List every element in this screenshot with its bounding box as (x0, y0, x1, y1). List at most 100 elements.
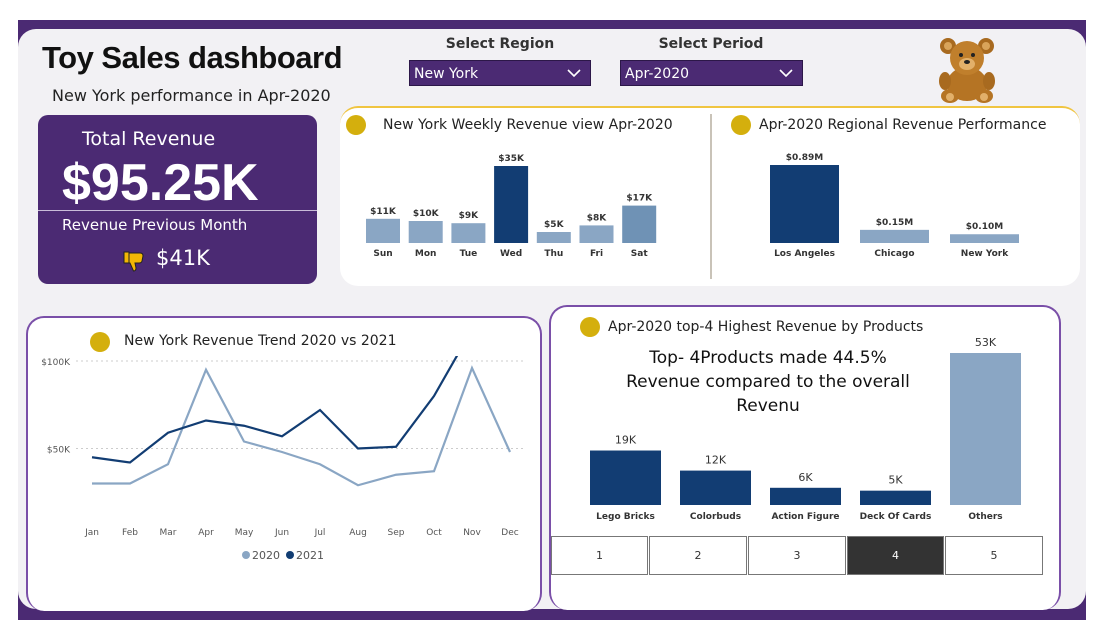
y-tick-label: $50K (47, 446, 71, 456)
kpi-card: Total Revenue $95.25K Revenue Previous M… (38, 115, 317, 284)
data-label: 5K (888, 474, 903, 487)
region-select-label: Select Region (445, 36, 555, 52)
x-tick-label: Jan (84, 528, 99, 538)
x-tick-label: Chicago (874, 249, 914, 259)
bar-mon (408, 221, 443, 243)
y-tick-label: $100K (41, 358, 71, 368)
kpi-divider (38, 210, 317, 211)
legend-marker-2020 (242, 551, 250, 559)
teddy-bear-icon (939, 38, 995, 103)
products-insight-text: Top- 4Products made 44.5% Revenue compar… (626, 348, 910, 416)
previous-month-value: $41K (156, 246, 210, 270)
data-label: $0.10M (966, 222, 1003, 232)
regional-bar-chart: $0.89M Los Angeles $0.15M Chicago $0.10M New … (770, 153, 1019, 259)
period-select[interactable]: Apr-2020 (620, 60, 803, 86)
bar-thu (536, 232, 571, 243)
x-tick-label: Wed (500, 249, 522, 259)
page-subtitle: New York performance in Apr-2020 (52, 86, 331, 105)
x-tick-label: May (235, 528, 254, 538)
x-tick-label: Sun (373, 249, 392, 259)
legend-label-2021: 2021 (296, 549, 324, 562)
region-select-value: New York (414, 66, 479, 82)
page-title: Toy Sales dashboard (42, 40, 343, 75)
data-label: 19K (615, 434, 637, 447)
period-select-value: Apr-2020 (625, 66, 690, 82)
chevron-down-icon (779, 69, 793, 78)
bar-colorbuds (680, 470, 751, 505)
regional-chart-title: Apr-2020 Regional Revenue Performance (759, 117, 1047, 133)
x-tick-label: Mar (160, 528, 177, 538)
x-tick-label: Fri (590, 249, 603, 259)
total-revenue-label: Total Revenue (82, 128, 216, 150)
legend-marker-2021 (286, 551, 294, 559)
bar-deck-of-cards (860, 490, 931, 505)
bar-lego-bricks (590, 450, 661, 505)
bar-sun (366, 218, 400, 243)
x-tick-label: Others (968, 512, 1002, 522)
bar-action-figure (770, 487, 841, 505)
data-label: $9K (459, 211, 480, 221)
data-label: $35K (498, 154, 525, 164)
panel-divider (710, 114, 712, 279)
x-tick-label: New York (961, 249, 1009, 259)
data-label: 6K (798, 471, 813, 484)
gold-bullet-icon (346, 115, 366, 135)
x-tick-label: Jul (314, 528, 326, 538)
gold-bullet-icon (90, 332, 110, 352)
x-tick-label: Feb (122, 528, 138, 538)
x-tick-label: Jun (274, 528, 289, 538)
x-tick-label: Dec (501, 528, 518, 538)
bar-sat (622, 205, 657, 243)
data-label: $5K (544, 220, 565, 230)
gold-bullet-icon (731, 115, 751, 135)
series-line-2021 (91, 356, 459, 464)
page-button-4[interactable]: 4 (847, 536, 944, 575)
series-line-2020 (92, 365, 512, 487)
x-tick-label: Deck Of Cards (860, 512, 932, 522)
page-button-1[interactable]: 1 (551, 536, 648, 575)
x-tick-label: Oct (426, 528, 442, 538)
bar-chicago (860, 229, 929, 243)
page-button-2[interactable]: 2 (649, 536, 747, 575)
x-tick-label: Nov (463, 528, 481, 538)
products-bar-chart: 19K Lego Bricks 12K Colorbuds 6K Action Figur… (590, 336, 1021, 522)
data-label: $17K (626, 194, 653, 204)
total-revenue-value: $95.25K (62, 154, 259, 212)
gold-bullet-icon (580, 317, 600, 337)
trend-chart-title: New York Revenue Trend 2020 vs 2021 (124, 333, 397, 349)
data-label: $8K (587, 213, 608, 223)
data-label: $0.15M (876, 218, 913, 228)
bar-others (950, 353, 1021, 505)
chevron-down-icon (567, 69, 581, 78)
x-tick-label: Apr (198, 528, 214, 538)
x-tick-label: Mon (415, 249, 437, 259)
products-chart-title: Apr-2020 top-4 Highest Revenue by Produc… (608, 319, 924, 335)
x-tick-label: Aug (349, 528, 367, 538)
bar-tue (451, 223, 486, 243)
data-label: 12K (705, 454, 727, 467)
trend-line-chart: $50K $100K Jan Feb Mar Apr May Jun Jul Aug Sep Oct N… (41, 356, 523, 562)
x-tick-label: Los Angeles (774, 249, 835, 259)
x-tick-label: Sep (388, 528, 405, 538)
data-label: $10K (413, 209, 440, 219)
data-label: $11K (370, 207, 397, 217)
data-label: 53K (975, 336, 997, 349)
legend-label-2020: 2020 (252, 549, 280, 562)
weekly-bar-chart: $11K Sun $10K Mon $9K Tue $35K Wed $5K Thu $8K Fri $… (366, 154, 657, 259)
x-tick-label: Tue (460, 249, 478, 259)
bar-los-angeles (770, 165, 839, 243)
page-button-3[interactable]: 3 (748, 536, 846, 575)
trend-panel (26, 316, 542, 611)
data-label: $0.89M (786, 153, 823, 163)
bar-new-york (950, 234, 1019, 243)
x-tick-label: Lego Bricks (596, 512, 655, 522)
bar-fri (579, 225, 614, 243)
previous-month-label: Revenue Previous Month (62, 216, 248, 234)
x-tick-label: Thu (544, 249, 563, 259)
weekly-chart-title: New York Weekly Revenue view Apr-2020 (383, 117, 673, 133)
period-select-label: Select Period (658, 36, 764, 52)
region-select[interactable]: New York (409, 60, 591, 86)
x-tick-label: Sat (631, 249, 649, 259)
x-tick-label: Colorbuds (690, 512, 741, 522)
page-button-5[interactable]: 5 (945, 536, 1043, 575)
